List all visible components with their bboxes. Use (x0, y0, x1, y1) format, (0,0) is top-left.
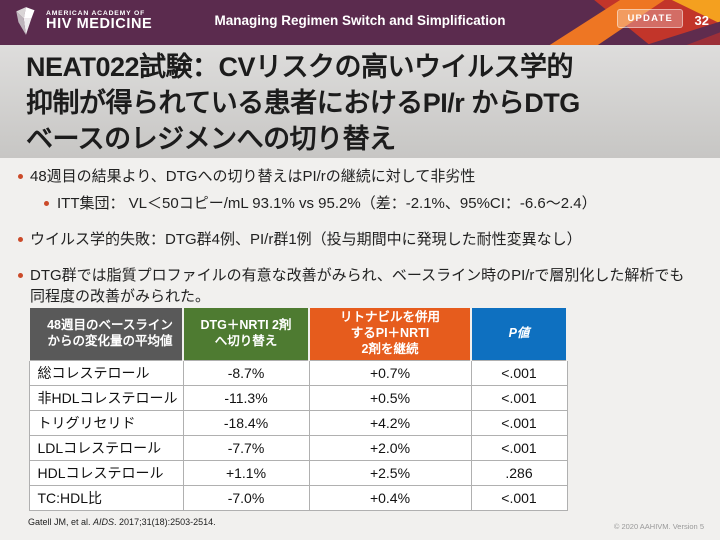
bullet-icon (18, 273, 23, 278)
bullet-icon (18, 174, 23, 179)
bullet-text: ITT集団： VL＜50コピー/mL 93.1% vs 95.2%（差：-2.1… (57, 195, 597, 212)
dtg-value: -11.3% (182, 384, 310, 411)
row-label: TC:HDL比 (28, 484, 184, 511)
column-header-p-value: P値 (470, 308, 568, 361)
dtg-value: -7.7% (182, 434, 310, 461)
column-header-baseline-change: 48週目のベースライン からの変化量の平均値 (28, 308, 184, 361)
table-row: 非HDLコレステロール -11.3% +0.5% <.001 (28, 384, 568, 411)
bullet-item-1-sub: ITT集団： VL＜50コピー/mL 93.1% vs 95.2%（差：-2.1… (0, 193, 694, 214)
dtg-value: -8.7% (182, 359, 310, 386)
p-value: <.001 (470, 384, 568, 411)
citation-authors: Gatell JM, et al. (28, 517, 94, 527)
table-row: HDLコレステロール +1.1% +2.5% .286 (28, 459, 568, 486)
p-value: <.001 (470, 359, 568, 386)
citation: Gatell JM, et al. AIDS. 2017;31(18):2503… (28, 517, 216, 527)
dtg-value: -7.0% (182, 484, 310, 511)
table-row: 総コレステロール -8.7% +0.7% <.001 (28, 359, 568, 386)
page-number: 32 (694, 13, 709, 28)
table-row: TC:HDL比 -7.0% +0.4% <.001 (28, 484, 568, 511)
pi-value: +4.2% (308, 409, 472, 436)
aahivm-logo-icon (16, 7, 35, 35)
pi-value: +2.0% (308, 434, 472, 461)
row-label: HDLコレステロール (28, 459, 184, 486)
bullet-text: DTG群では脂質プロファイルの有意な改善がみられ、ベースライン時のPI/rで層別… (30, 267, 685, 305)
bullet-icon (44, 201, 49, 206)
slide-title-line-3: ベースのレジメンへの切り替え (26, 124, 396, 154)
column-header-dtg-switch: DTG＋NRTI 2剤 へ切り替え (182, 308, 310, 361)
dtg-value: +1.1% (182, 459, 310, 486)
dtg-value: -18.4% (182, 409, 310, 436)
table-row: トリグリセリド -18.4% +4.2% <.001 (28, 409, 568, 436)
logo-top-line: AMERICAN ACADEMY OF (46, 9, 146, 17)
deck-title: Managing Regimen Switch and Simplificati… (214, 13, 506, 28)
table-row: LDLコレステロール -7.7% +2.0% <.001 (28, 434, 568, 461)
bullet-icon (18, 237, 23, 242)
row-label: トリグリセリド (28, 409, 184, 436)
slide-title: NEAT022試験：CVリスクの高いウイルス学的 抑制が得られている患者における… (0, 45, 720, 158)
column-header-pi-continue: リトナビルを併用 するPI＋NRTI 2剤を継続 (308, 308, 472, 361)
copyright-note: © 2020 AAHIVM. Version 5 (613, 522, 704, 531)
citation-journal: AIDS (93, 517, 115, 527)
corner-decoration (535, 0, 720, 45)
p-value: .286 (470, 459, 568, 486)
table-header-row: 48週目のベースライン からの変化量の平均値 DTG＋NRTI 2剤 へ切り替え… (28, 308, 568, 361)
header-band: AMERICAN ACADEMY OF HIV MEDICINE Managin… (0, 0, 720, 45)
p-value: <.001 (470, 484, 568, 511)
bullet-item-2: ウイルス学的失敗：DTG群4例、PI/r群1例（投与期間中に発現した耐性変異なし… (0, 229, 694, 250)
row-label: LDLコレステロール (28, 434, 184, 461)
bullet-item-3: DTG群では脂質プロファイルの有意な改善がみられ、ベースライン時のPI/rで層別… (0, 265, 694, 307)
aahivm-logo: AMERICAN ACADEMY OF HIV MEDICINE (14, 6, 152, 36)
citation-details: . 2017;31(18):2503-2514. (114, 517, 216, 527)
pi-value: +2.5% (308, 459, 472, 486)
logo-bottom-line: HIV MEDICINE (46, 15, 153, 32)
pi-value: +0.5% (308, 384, 472, 411)
aahivm-logo-text: AMERICAN ACADEMY OF HIV MEDICINE (46, 10, 152, 32)
update-badge: UPDATE (617, 9, 683, 28)
row-label: 非HDLコレステロール (28, 384, 184, 411)
slide-title-line-2: 抑制が得られている患者におけるPI/r からDTG (26, 88, 580, 118)
pi-value: +0.4% (308, 484, 472, 511)
row-label: 総コレステロール (28, 359, 184, 386)
bullet-list: 48週目の結果より、DTGへの切り替えはPI/rの継続に対して非劣性 ITT集団… (0, 166, 720, 307)
pi-value: +0.7% (308, 359, 472, 386)
p-value: <.001 (470, 434, 568, 461)
bullet-text: ウイルス学的失敗：DTG群4例、PI/r群1例（投与期間中に発現した耐性変異なし… (30, 231, 582, 248)
p-value: <.001 (470, 409, 568, 436)
slide-title-line-1: NEAT022試験：CVリスクの高いウイルス学的 (26, 52, 574, 82)
bullet-item-1: 48週目の結果より、DTGへの切り替えはPI/rの継続に対して非劣性 (0, 166, 694, 187)
bullet-text: 48週目の結果より、DTGへの切り替えはPI/rの継続に対して非劣性 (30, 168, 476, 185)
lipid-results-table: 48週目のベースライン からの変化量の平均値 DTG＋NRTI 2剤 へ切り替え… (28, 308, 568, 511)
